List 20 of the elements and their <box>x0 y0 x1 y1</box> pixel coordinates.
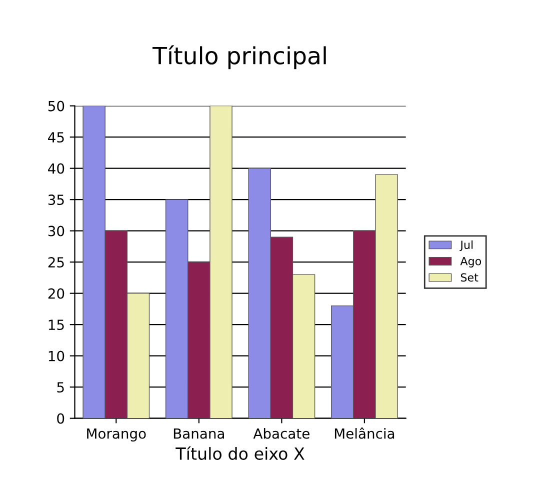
x-tick-label: Melância <box>334 427 394 439</box>
x-tick-label: Abacate <box>253 428 310 439</box>
legend-label: Set <box>460 273 478 282</box>
y-tick-label: 40 <box>48 163 64 174</box>
y-tick-label: 30 <box>48 226 64 236</box>
y-tick-label: 25 <box>48 257 64 268</box>
y-tick-label: 45 <box>48 132 64 143</box>
legend-label: Jul <box>460 240 473 252</box>
x-axis-title: Título do eixo X <box>176 446 304 460</box>
y-tick-label: 0 <box>57 413 64 424</box>
chart-title: Título principal <box>152 45 326 70</box>
y-tick-label: 35 <box>48 194 64 206</box>
y-tick-label: 50 <box>48 100 64 112</box>
legend-label: Ago <box>460 257 482 268</box>
x-tick-label: Morango <box>87 428 146 442</box>
y-tick-label: 15 <box>48 320 64 330</box>
y-tick-label: 5 <box>57 382 64 393</box>
x-tick-label: Banana <box>174 428 224 439</box>
y-tick-label: 10 <box>48 350 64 362</box>
y-tick-label: 20 <box>48 288 64 299</box>
